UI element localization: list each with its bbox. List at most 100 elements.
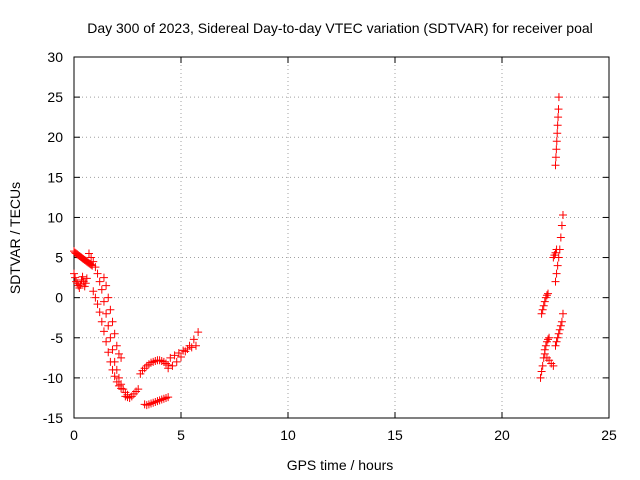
data-point	[108, 365, 117, 374]
data-point	[89, 287, 98, 296]
y-tick-label: 25	[47, 89, 63, 105]
data-point	[123, 393, 132, 402]
data-point	[549, 361, 558, 370]
data-point	[194, 328, 203, 337]
x-tick-labels: 0 5 10 15 20 25	[70, 427, 617, 443]
data-point	[554, 105, 563, 114]
data-point	[106, 357, 115, 366]
data-point	[170, 351, 179, 360]
series-arc-d	[89, 287, 126, 393]
data-point	[556, 321, 565, 330]
data-point	[106, 333, 115, 342]
data-point	[556, 233, 565, 242]
data-point	[557, 317, 566, 326]
series-arc-l	[537, 289, 553, 318]
data-point	[551, 341, 560, 350]
series-arc-h	[140, 393, 173, 410]
data-point	[554, 93, 563, 102]
data-point	[119, 385, 128, 394]
data-point	[164, 364, 173, 373]
series-arc-e	[99, 273, 126, 362]
y-tick-label: 20	[47, 129, 63, 145]
y-tick-label: 30	[47, 49, 63, 65]
data-point	[134, 385, 143, 394]
x-tick-label: 5	[177, 427, 185, 443]
data-point	[551, 277, 560, 286]
data-point	[151, 397, 160, 406]
y-tick-label: 15	[47, 169, 63, 185]
series-arc-c	[84, 249, 132, 399]
data-point	[155, 356, 164, 365]
data-points	[70, 93, 567, 410]
data-point	[114, 373, 123, 382]
data-point	[99, 297, 108, 306]
y-tick-label: 5	[55, 250, 63, 266]
data-point	[97, 285, 106, 294]
data-point	[110, 372, 119, 381]
data-point	[147, 358, 156, 367]
data-point	[102, 281, 111, 290]
data-point	[95, 277, 104, 286]
data-point	[149, 357, 158, 366]
data-point	[159, 394, 168, 403]
series-arc-q	[551, 309, 567, 350]
data-point	[79, 277, 88, 286]
data-point	[87, 253, 96, 262]
series-arc-j	[166, 341, 200, 362]
plot-frame	[73, 56, 610, 419]
data-point	[552, 145, 561, 154]
data-point	[104, 321, 113, 330]
data-point	[110, 329, 119, 338]
data-point	[538, 361, 547, 370]
data-point	[91, 263, 100, 272]
data-point	[70, 269, 78, 278]
data-point	[544, 289, 553, 298]
data-point	[108, 317, 117, 326]
data-point	[541, 341, 550, 350]
data-point	[144, 360, 153, 369]
data-point	[88, 261, 97, 270]
data-point	[72, 277, 81, 286]
axis-ticks	[73, 56, 610, 419]
data-point	[552, 269, 561, 278]
series-arc-b	[70, 269, 91, 293]
data-point	[144, 400, 153, 409]
x-tick-label: 0	[70, 427, 78, 443]
x-axis-label: GPS time / hours	[287, 457, 394, 473]
data-point	[77, 276, 86, 285]
series-arc-a	[70, 247, 97, 270]
data-point	[157, 357, 166, 366]
data-point	[544, 335, 553, 344]
data-point	[558, 211, 567, 220]
data-point	[78, 272, 87, 281]
x-tick-label: 25	[601, 427, 617, 443]
data-point	[187, 343, 196, 352]
data-point	[183, 345, 192, 354]
y-tick-label: -15	[43, 410, 63, 426]
data-point	[93, 300, 102, 309]
data-point	[177, 353, 185, 362]
data-point	[117, 353, 126, 362]
data-point	[172, 357, 181, 366]
data-point	[540, 297, 549, 306]
data-point	[554, 253, 563, 262]
data-point	[557, 221, 566, 230]
y-tick-label: -10	[43, 370, 63, 386]
data-point	[553, 261, 562, 270]
data-point	[545, 333, 554, 342]
data-point	[552, 137, 561, 146]
data-point	[97, 317, 106, 326]
data-point	[542, 291, 551, 300]
y-tick-label: 0	[55, 290, 63, 306]
data-point	[551, 248, 560, 257]
data-point	[147, 399, 156, 408]
y-axis-label: SDTVAR / TECUs	[7, 182, 23, 294]
data-point	[166, 353, 175, 362]
data-point	[551, 153, 560, 162]
data-point	[112, 341, 121, 350]
chart-title: Day 300 of 2023, Sidereal Day-to-day VTE…	[87, 20, 593, 36]
data-point	[142, 401, 151, 410]
data-point	[155, 396, 164, 405]
data-point	[75, 284, 84, 293]
data-point	[174, 349, 183, 358]
